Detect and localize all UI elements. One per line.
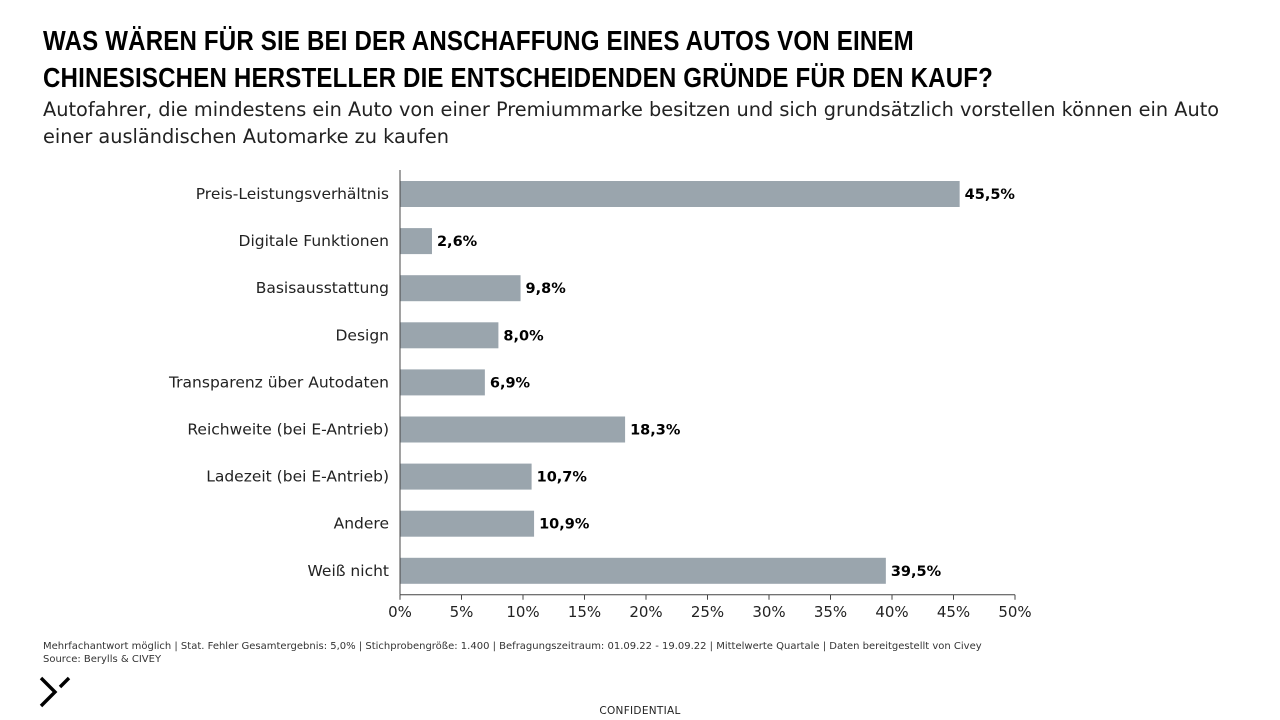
bar <box>400 463 532 490</box>
x-tick-label: 40% <box>875 603 908 621</box>
x-tick-label: 5% <box>450 603 474 621</box>
category-label: Digitale Funktionen <box>239 232 389 250</box>
x-tick-label: 15% <box>568 603 601 621</box>
x-tick-label: 30% <box>752 603 785 621</box>
category-label: Weiß nicht <box>307 562 389 580</box>
category-label: Reichweite (bei E-Antrieb) <box>187 421 389 439</box>
footnote: Mehrfachantwort möglich | Stat. Fehler G… <box>43 640 982 666</box>
bar <box>400 228 432 255</box>
data-label: 45,5% <box>965 187 1016 203</box>
data-label: 6,9% <box>490 375 531 391</box>
bars-group <box>400 181 960 584</box>
data-label: 10,9% <box>539 517 590 533</box>
x-tick-label: 20% <box>629 603 662 621</box>
methodology-note: Mehrfachantwort möglich | Stat. Fehler G… <box>43 641 982 652</box>
x-tick-label: 45% <box>937 603 970 621</box>
bar <box>400 275 521 302</box>
x-tick-label: 50% <box>998 603 1031 621</box>
bar-chart: Preis-Leistungsverhältnis Digitale Funkti… <box>168 170 1032 621</box>
category-labels: Preis-Leistungsverhältnis Digitale Funkti… <box>168 185 389 580</box>
category-label: Preis-Leistungsverhältnis <box>196 185 389 203</box>
confidential-label: CONFIDENTIAL <box>599 705 681 717</box>
chart-subtitle: Autofahrer, die mindestens ein Auto von … <box>43 98 1220 148</box>
bar <box>400 416 626 443</box>
data-label: 9,8% <box>526 281 567 297</box>
data-label: 2,6% <box>437 234 478 250</box>
x-tick-label: 0% <box>388 603 412 621</box>
data-label: 39,5% <box>891 564 942 580</box>
x-tick-labels: 0% 5% 10% 15% 20% 25% 30% 35% 40% 45% 50% <box>388 603 1032 621</box>
bar <box>400 322 499 349</box>
x-tick-label: 25% <box>691 603 724 621</box>
axes-group <box>399 170 1016 600</box>
value-labels: 45,5% 2,6% 9,8% 8,0% 6,9% 18,3% 10,7% 10,9% 39,5… <box>437 187 1015 580</box>
category-label: Andere <box>334 515 389 533</box>
bar <box>400 557 886 584</box>
data-label: 10,7% <box>537 470 588 486</box>
x-tick-label: 10% <box>506 603 539 621</box>
chart-title: WAS WÄREN FÜR SIE BEI DER ANSCHAFFUNG EI… <box>43 25 994 93</box>
category-label: Basisausstattung <box>256 279 389 297</box>
data-label: 18,3% <box>630 423 681 439</box>
category-label: Transparenz über Autodaten <box>168 373 389 391</box>
bar <box>400 369 485 396</box>
source-note: Source: Berylls & CIVEY <box>43 654 162 665</box>
berylls-chevron-icon <box>38 675 72 713</box>
data-label: 8,0% <box>503 328 544 344</box>
category-label: Design <box>335 326 389 344</box>
bar <box>400 510 535 537</box>
category-label: Ladezeit (bei E-Antrieb) <box>206 468 389 486</box>
x-tick-label: 35% <box>814 603 847 621</box>
bar <box>400 181 960 207</box>
